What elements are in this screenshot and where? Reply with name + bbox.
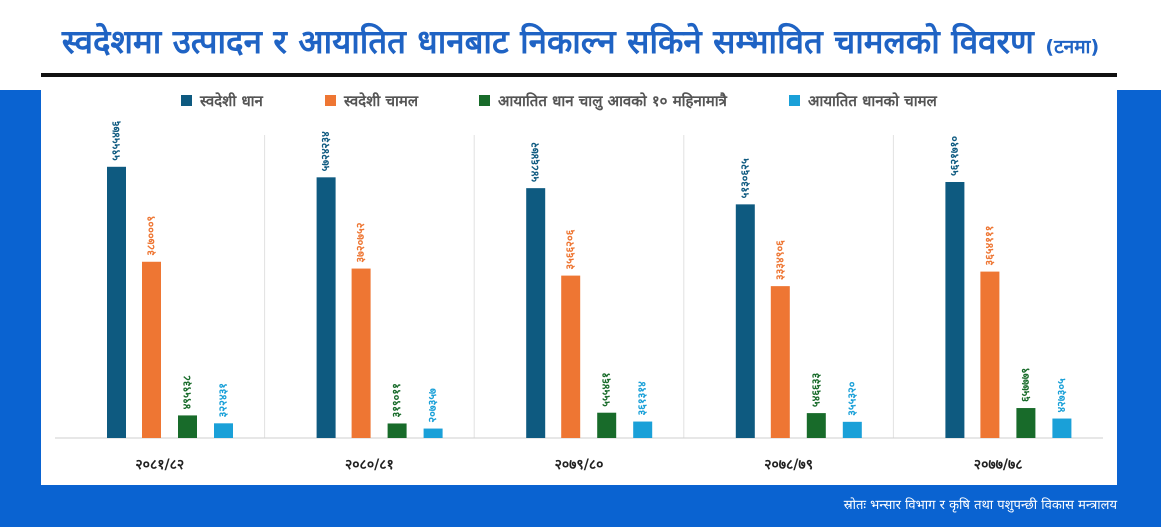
x-tick-label-1: २०८१/८२ xyxy=(135,457,184,473)
bar-s2-c5 xyxy=(980,271,1000,438)
data-label-s3-c2: ३१९०११ xyxy=(390,383,403,417)
bar-s2-c2 xyxy=(351,268,371,438)
legend-swatch-2 xyxy=(325,95,336,106)
bar-s4-c2 xyxy=(423,428,443,438)
data-label-s1-c1: ५९५५४७६ xyxy=(110,120,123,160)
x-tick-label-3: २०७९/८० xyxy=(555,457,604,473)
data-label-s3-c3: ५५५४६१ xyxy=(600,372,613,406)
bar-s3-c5 xyxy=(1016,408,1036,438)
bar-s1-c3 xyxy=(526,188,546,438)
x-tick-label-4: २०७८/७९ xyxy=(764,457,813,473)
data-label-s1-c4: ५१३०६२५ xyxy=(738,158,751,198)
bar-s1-c5 xyxy=(945,181,965,438)
legend-label-1: स्वदेशी धान xyxy=(199,92,264,110)
x-tick-label-5: २०७७/७८ xyxy=(974,457,1023,473)
title-underline xyxy=(41,73,1117,77)
data-label-s4-c4: ३५५३२० xyxy=(845,381,858,416)
data-label-s4-c2: २०७३५७ xyxy=(426,388,439,423)
chart-title: स्वदेशमा उत्पादन र आयातित धानबाट निकाल्न… xyxy=(0,18,1161,63)
data-label-s2-c1: ३८७०००९ xyxy=(145,215,158,255)
bar-chart: स्वदेशी धान स्वदेशी चामल आयातित धान चालु आ… xyxy=(55,92,1103,473)
legend-label-4: आयातित धानको चामल xyxy=(808,92,938,110)
data-label-s3-c1: ४९५९३८ xyxy=(181,375,194,410)
data-label-s1-c3: ५४८६४७२ xyxy=(529,142,542,182)
bar-s1-c4 xyxy=(735,204,755,438)
chart-title-unit: (टनमा) xyxy=(1045,36,1100,58)
bar-s3-c4 xyxy=(806,413,826,438)
bar-s3-c2 xyxy=(387,423,407,438)
legend-swatch-3 xyxy=(479,95,490,106)
data-label-s4-c5: ४२७३०५ xyxy=(1055,378,1068,413)
bar-s2-c1 xyxy=(142,261,161,438)
bar-s4-c1 xyxy=(214,423,233,438)
chart-title-text: स्वदेशमा उत्पादन र आयातित धानबाट निकाल्न… xyxy=(61,22,1034,61)
chart-panel: स्वदेशी धान स्वदेशी चामल आयातित धान चालु आ… xyxy=(41,77,1117,485)
source-note: स्रोतः भन्सार विभाग र कृषि तथा पशुपन्छी … xyxy=(843,498,1117,513)
data-label-s3-c4: ५४६६३३ xyxy=(809,373,822,408)
data-label-s2-c4: ३३३४९०६ xyxy=(773,240,786,280)
bar-s2-c3 xyxy=(561,275,581,438)
x-tick-label-2: २०८०/८१ xyxy=(345,457,394,473)
bar-s4-c3 xyxy=(633,421,653,438)
legend-label-3: आयातित धान चालु आवको १० महिनामात्रै xyxy=(498,92,728,111)
legend-swatch-4 xyxy=(789,95,800,106)
data-label-s2-c2: ३७२०७५२ xyxy=(354,222,367,262)
bar-s4-c4 xyxy=(842,421,862,438)
data-label-s2-c3: ३५६६२०६ xyxy=(564,229,577,269)
data-label-s4-c3: ३६१३१४ xyxy=(636,381,649,416)
bar-s3-c3 xyxy=(597,412,617,438)
data-label-s4-c1: ३२२४३१ xyxy=(217,383,230,417)
legend-swatch-1 xyxy=(181,95,192,106)
data-label-s3-c5: ६५७७७९ xyxy=(1019,367,1032,402)
data-label-s1-c5: ५६२१७१० xyxy=(948,136,961,176)
bar-s2-c4 xyxy=(770,286,790,438)
bar-s1-c1 xyxy=(107,166,126,438)
bar-s3-c1 xyxy=(178,415,197,438)
legend-label-2: स्वदेशी चामल xyxy=(343,92,419,110)
bar-s4-c5 xyxy=(1052,418,1072,438)
data-label-s1-c2: ५७२४२३४ xyxy=(319,131,332,171)
bar-s1-c2 xyxy=(316,177,336,438)
data-label-s2-c5: ३६५४१११ xyxy=(983,226,996,266)
